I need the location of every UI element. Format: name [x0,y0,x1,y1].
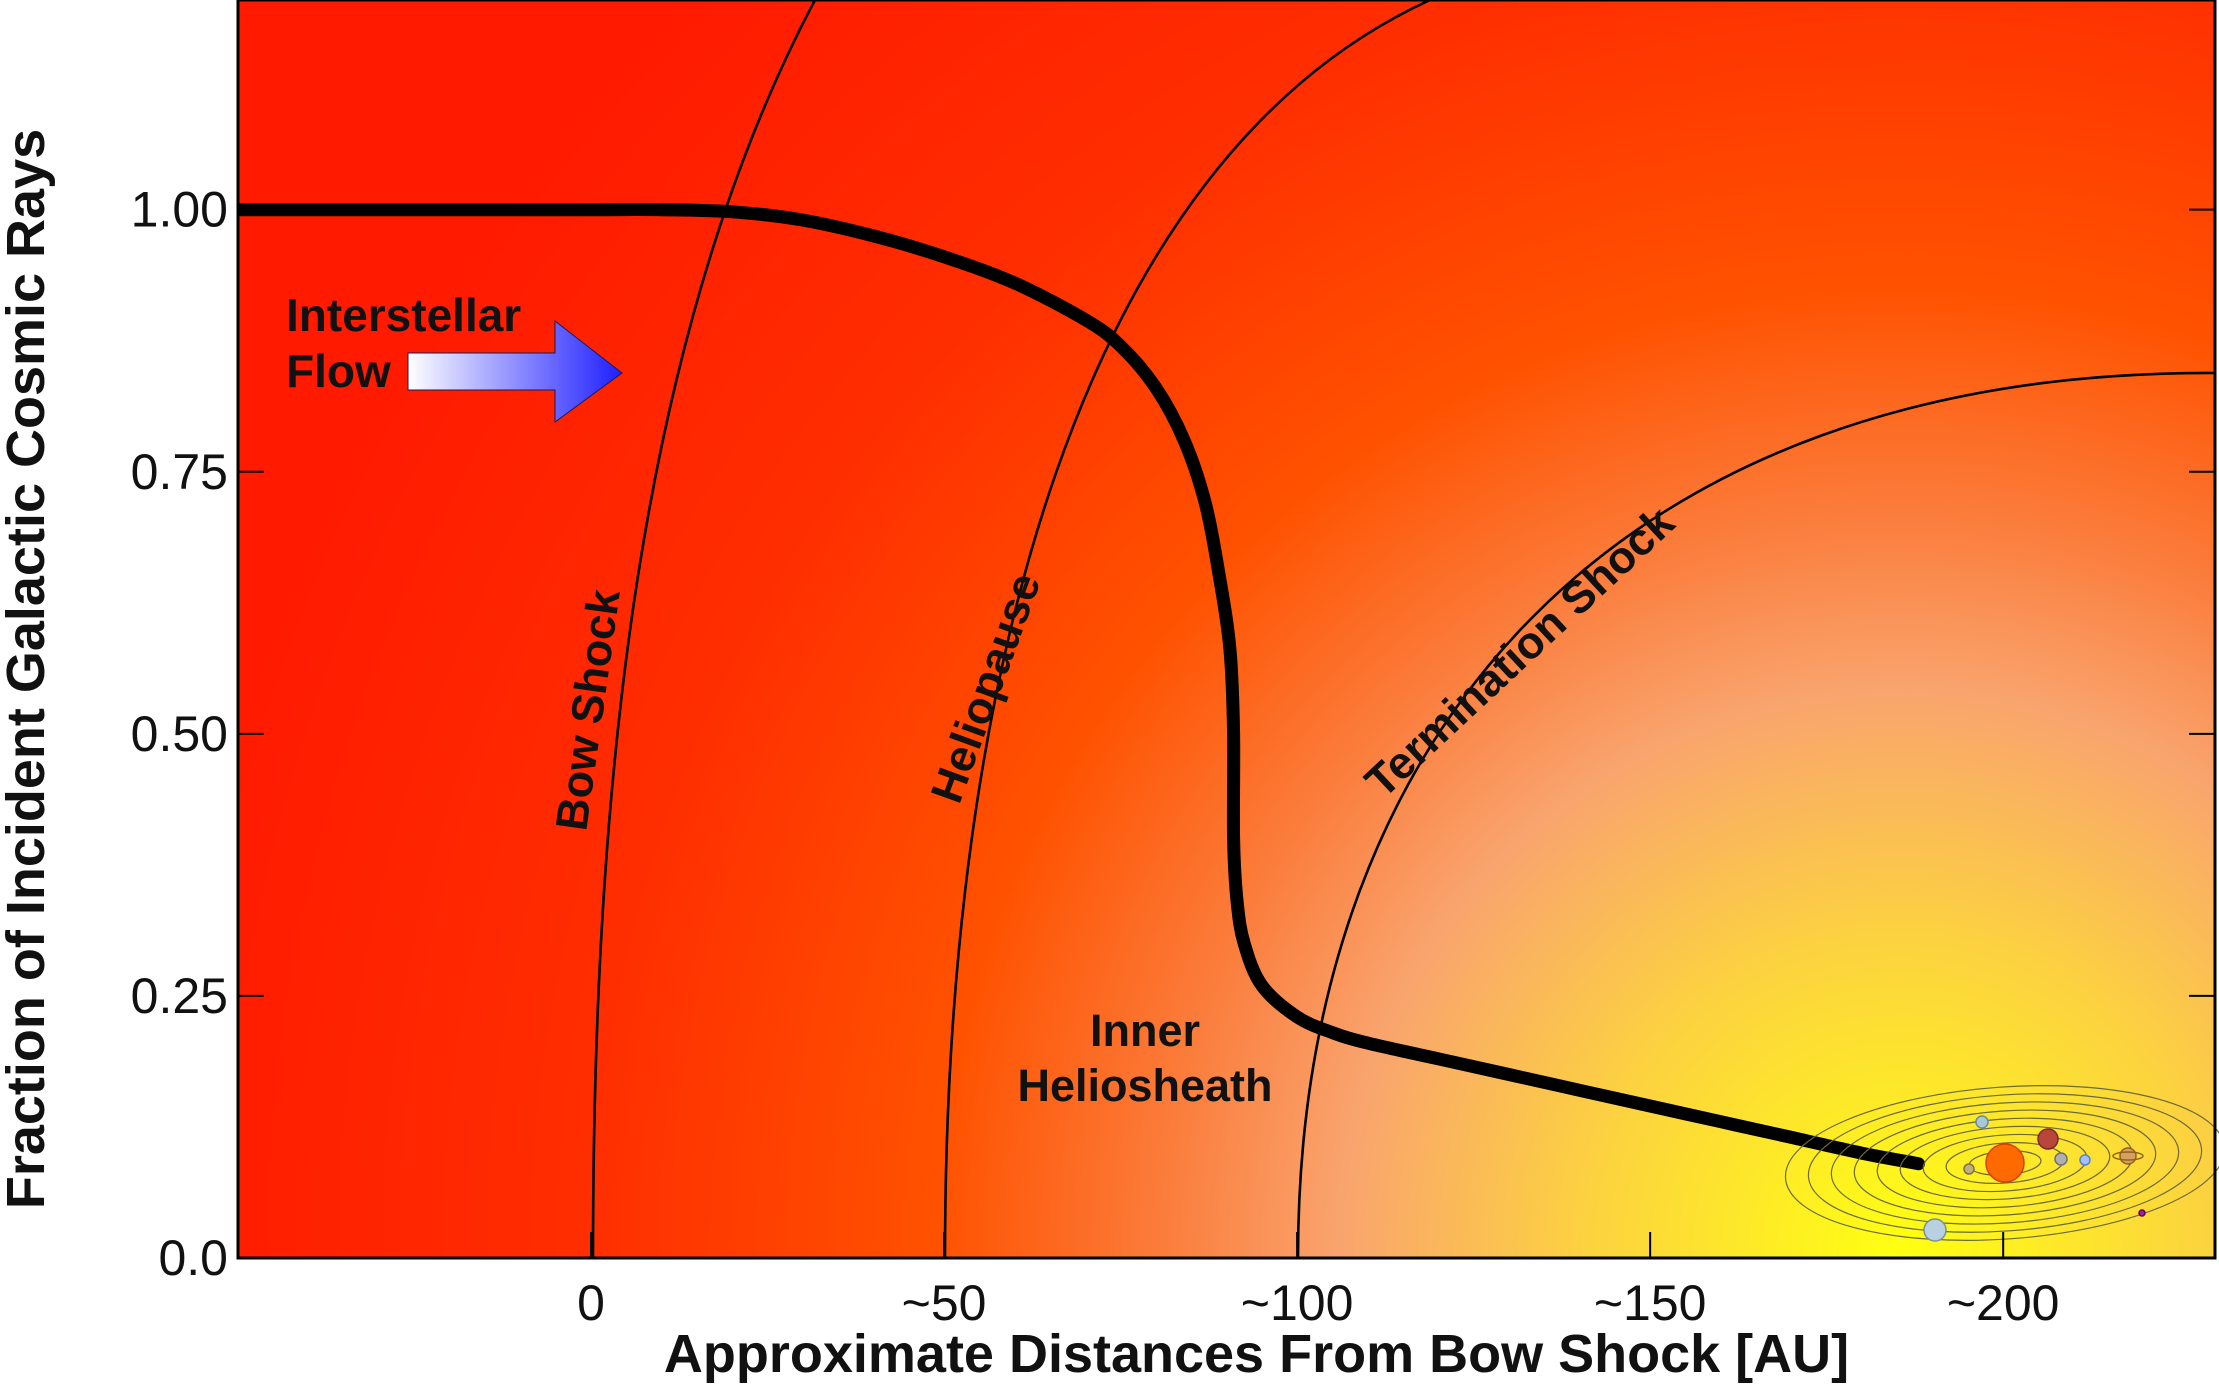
boundary-bow-shock [591,0,817,1258]
x-tick-label: ~150 [1594,1275,1707,1331]
planet-icon [1975,1115,1989,1129]
x-axis-title: Approximate Distances From Bow Shock [AU… [664,1324,1849,1384]
inner-heliosheath-label-line1: Inner [1090,1005,1200,1056]
x-tick-label: ~200 [1947,1275,2060,1331]
y-tick-label: 0.75 [131,444,228,500]
interstellar-flow-arrow [407,319,623,423]
sun-icon [1985,1143,2025,1183]
planet-icon [2138,1209,2146,1217]
x-axis: 0 ~50 ~100 ~150 ~200 [577,1232,2059,1331]
solar-system-icon [1784,1085,2219,1242]
orbit-ring [1784,1085,2219,1241]
planet-icon [1923,1218,1947,1242]
y-tick-label: 0.50 [131,706,228,762]
orbit-ring [1853,1109,2157,1217]
planet-icon [2119,1147,2137,1165]
boundary-heliopause [943,0,1431,1258]
interstellar-flow-label-line1: Interstellar [286,289,521,341]
saturn-ring-icon [2112,1151,2144,1161]
cosmic-ray-fraction-line [238,203,1925,1171]
y-tick-label: 0.25 [131,968,228,1024]
orbit-ring [1830,1101,2180,1225]
y-axis: 0.0 0.25 0.50 0.75 1.00 [131,182,2215,1286]
planet-icon [2079,1154,2091,1166]
inner-heliosheath-label-line2: Heliosheath [1017,1060,1272,1111]
orbit-ring [1807,1093,2203,1233]
planet-icon [2037,1128,2059,1150]
orbit-ring [1899,1125,2111,1201]
y-tick-label: 1.00 [131,182,228,238]
interstellar-flow-label-line2: Flow [286,345,391,397]
planet-icon [2054,1152,2068,1166]
x-tick-label: ~100 [1241,1275,1354,1331]
planet-icon [1963,1163,1975,1175]
y-tick-label: 0.0 [158,1230,228,1286]
plot-frame [236,0,2217,1260]
y-axis-title: Fraction of Incident Galactic Cosmic Ray… [0,129,56,1209]
x-tick-label: 0 [577,1275,605,1331]
x-tick-label: ~50 [902,1275,987,1331]
